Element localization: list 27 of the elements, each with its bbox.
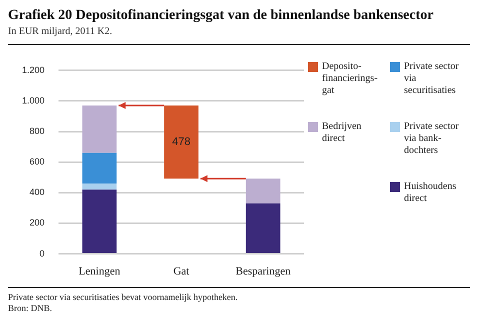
legend-label: Private sector via securitisaties [404,61,460,97]
bar [246,178,280,204]
y-tick-label: 600 [29,156,45,167]
y-tick-label: 0 [40,248,45,258]
y-tick-label: 1.200 [22,64,45,75]
bar [82,190,117,254]
x-tick-label: Leningen [78,265,121,278]
text: Bron: DNB. [8,303,54,314]
legend-label: Huishoudens direct [404,181,458,205]
text: Private sector via securitisaties bevat voornamelijk hypotheken. [8,292,239,303]
bar [82,183,117,190]
bar [82,106,117,153]
y-tick-label: 1.000 [22,95,45,106]
bar [246,203,280,254]
chart-subtitle: In EUR miljard, 2011 K2. [8,26,114,37]
y-tick-label: 200 [29,218,45,228]
data-label: 478 [172,136,190,148]
legend-label: Deposito-financierings-gat [322,61,379,97]
legend-label: Private sector via bank-dochters [404,121,460,157]
x-tick-label: Besparingen [236,265,292,278]
bar [164,106,198,179]
chart-title: Grafiek 20 Depositofinancieringsgat van de binnenlandse bankensector [8,8,434,24]
bar [82,152,117,184]
y-tick-label: 800 [29,126,45,136]
legend-label: Bedrijven direct [322,121,362,145]
y-tick-label: 400 [29,187,45,198]
x-tick-label: Gat [173,265,190,278]
